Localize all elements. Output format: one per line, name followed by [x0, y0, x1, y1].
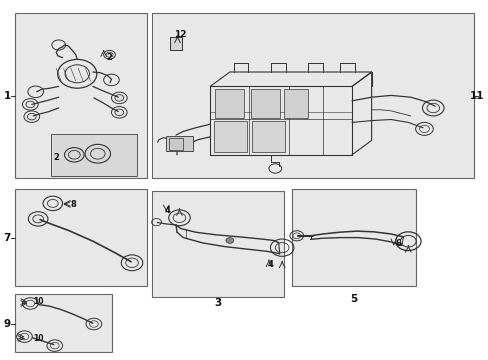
- Bar: [251, 121, 285, 152]
- Text: 11: 11: [468, 91, 483, 102]
- Bar: [151, 13, 473, 178]
- Circle shape: [225, 238, 233, 243]
- Text: 8: 8: [71, 200, 77, 209]
- Bar: [283, 89, 307, 118]
- Text: 2: 2: [106, 53, 112, 62]
- Text: 10: 10: [33, 297, 43, 306]
- Bar: [166, 136, 193, 151]
- Text: 9: 9: [3, 319, 11, 329]
- Text: 4: 4: [267, 261, 273, 269]
- Bar: [250, 89, 280, 118]
- Bar: [292, 189, 415, 286]
- Text: 5: 5: [350, 294, 357, 304]
- Bar: [15, 294, 112, 352]
- Bar: [15, 13, 146, 178]
- Bar: [15, 189, 146, 286]
- Bar: [214, 121, 247, 152]
- Text: 10: 10: [33, 334, 43, 343]
- Text: 12: 12: [173, 30, 186, 39]
- Bar: [51, 134, 137, 176]
- Text: 2: 2: [54, 153, 60, 162]
- Text: 4: 4: [164, 206, 170, 215]
- Bar: [215, 89, 244, 118]
- Text: 1: 1: [3, 91, 11, 102]
- Text: 3: 3: [214, 298, 221, 309]
- Bar: [151, 191, 283, 297]
- Bar: [169, 37, 182, 50]
- Text: 7: 7: [3, 233, 11, 243]
- Text: 6: 6: [394, 239, 400, 248]
- Bar: [168, 138, 183, 150]
